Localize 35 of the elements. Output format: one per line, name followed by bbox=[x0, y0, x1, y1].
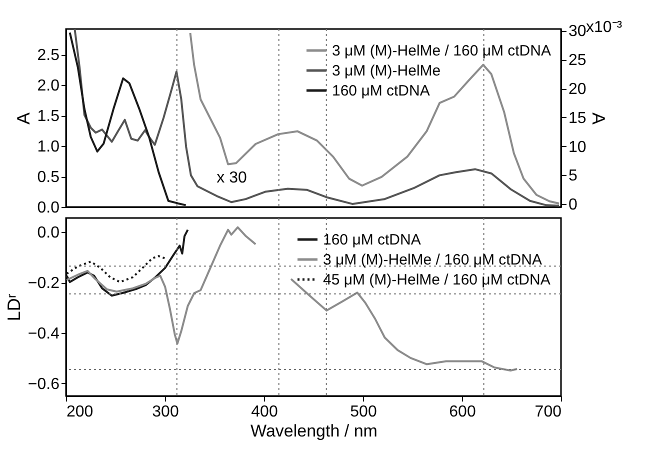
legend-label: 3 μM (M)-HelMe bbox=[332, 62, 441, 80]
y-tick-label: 1.5 bbox=[37, 108, 60, 126]
x-tick-label: 400 bbox=[251, 404, 278, 420]
y2-tick-label: 30 bbox=[568, 23, 586, 40]
y-tick-label: −0.2 bbox=[28, 275, 60, 292]
y2-tick-label: 25 bbox=[568, 52, 586, 70]
x-tick-label: 300 bbox=[152, 404, 179, 420]
y-tick-label: −0.6 bbox=[28, 376, 60, 393]
x-tick-label: 500 bbox=[350, 404, 377, 420]
y-tick-label: 1.0 bbox=[37, 138, 60, 156]
legend-label: 160 μM ctDNA bbox=[332, 82, 430, 100]
y-axis-title: A bbox=[13, 112, 34, 125]
y-tick-label: 0.5 bbox=[37, 169, 60, 186]
text: x10⁻³ bbox=[586, 19, 623, 36]
y2-tick-label: 5 bbox=[568, 168, 578, 185]
y2-axis-title: A bbox=[588, 112, 608, 125]
y-tick-label: 2.5 bbox=[37, 47, 60, 64]
y2-tick-label: 15 bbox=[568, 110, 586, 127]
x-tick-label: 600 bbox=[449, 404, 476, 420]
x-tick-label: 700 bbox=[534, 404, 562, 420]
y2-tick-label: 0 bbox=[568, 196, 578, 214]
y-tick-label: 0.0 bbox=[37, 200, 60, 216]
annotation: x 30 bbox=[216, 169, 247, 186]
legend-label: 45 μM (M)-HelMe / 160 μM ctDNA bbox=[323, 272, 550, 288]
y2-tick-label: 20 bbox=[568, 81, 586, 98]
legend-label: 160 μM ctDNA bbox=[323, 232, 421, 248]
x-axis-title: Wavelength / nm bbox=[250, 422, 378, 440]
y-axis-title: LDʳ bbox=[4, 294, 24, 322]
y-tick-label: 0.0 bbox=[37, 224, 60, 242]
legend-label: 3 μM (M)-HelMe / 160 μM ctDNA bbox=[332, 42, 551, 60]
y-tick-label: −0.4 bbox=[28, 325, 60, 342]
y-tick-label: 2.0 bbox=[37, 78, 60, 95]
y2-tick-label: 10 bbox=[568, 138, 586, 156]
legend-label: 3 μM (M)-HelMe / 160 μM ctDNA bbox=[323, 252, 542, 268]
x-tick-label: 200 bbox=[66, 404, 94, 420]
